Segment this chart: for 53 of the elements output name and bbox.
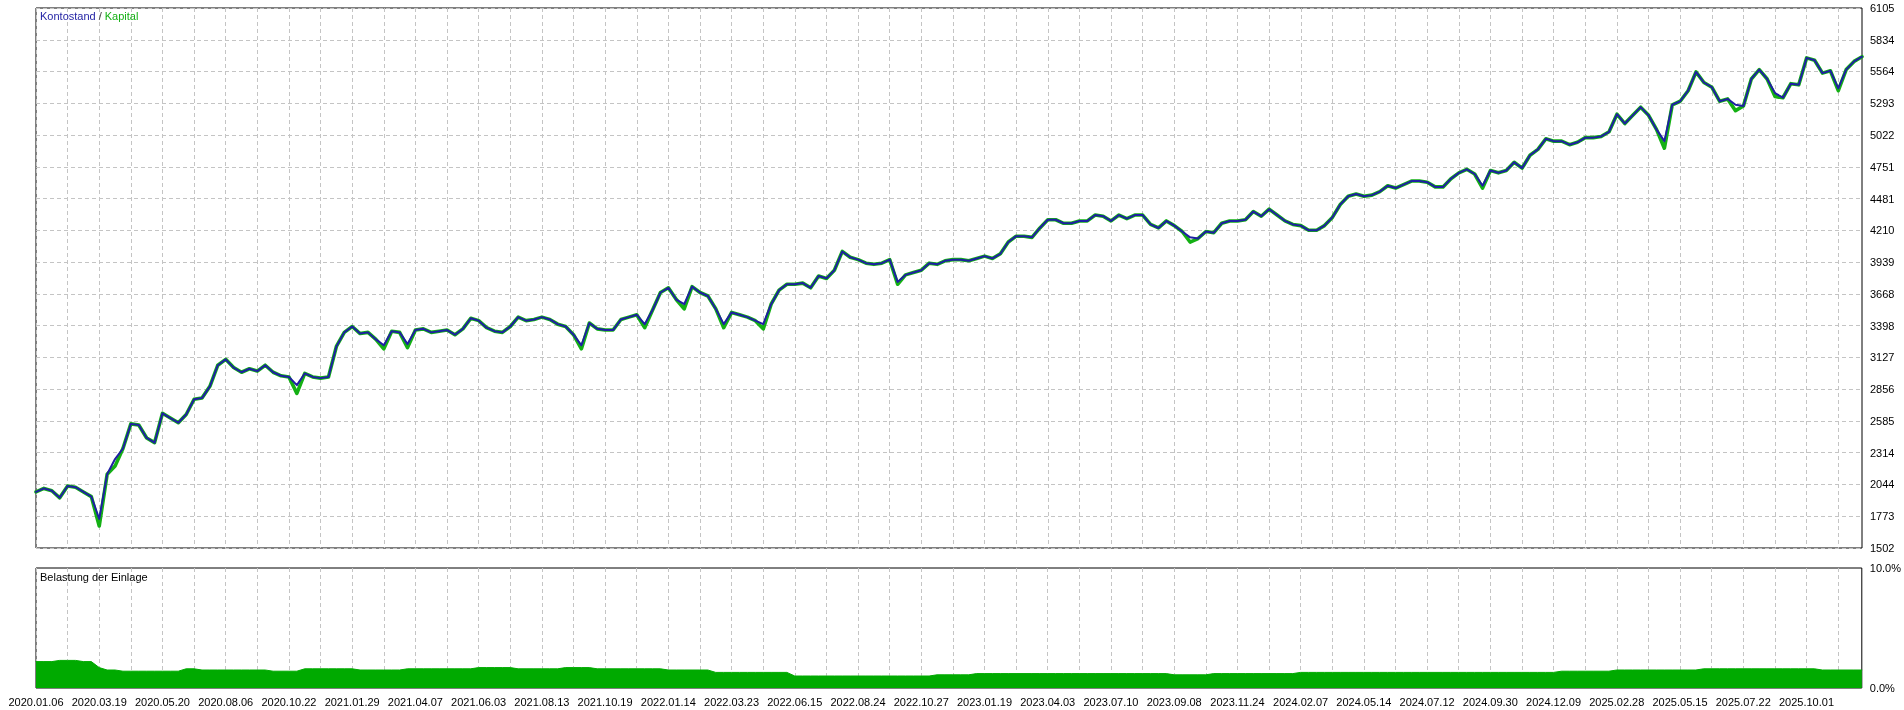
x-tick-label: 2023.09.08 [1146, 695, 1202, 708]
x-tick-label: 2021.10.19 [577, 695, 633, 708]
y-tick-label: 1502 [1870, 542, 1895, 554]
text: Kontostand [40, 10, 96, 22]
x-tick-label: 2020.05.20 [134, 695, 190, 708]
text: Kapital [104, 10, 139, 22]
y-tick-label: 3127 [1870, 351, 1895, 364]
x-tick-label: 2022.01.14 [640, 695, 696, 708]
x-tick-label: 2024.12.09 [1526, 695, 1582, 708]
y-tick-label: 3939 [1870, 256, 1895, 269]
x-tick-label: 2025.10.01 [1778, 695, 1835, 708]
y-tick-label: 5022 [1870, 129, 1895, 142]
y-tick-label: 5564 [1870, 65, 1895, 78]
x-tick-label: 2025.02.28 [1589, 695, 1645, 708]
x-tick-label: 2024.05.14 [1336, 695, 1392, 708]
x-tick-label: 2020.03.19 [71, 695, 127, 708]
x-tick-label: 2024.09.30 [1462, 695, 1518, 708]
y-tick-label: 2044 [1870, 478, 1895, 491]
x-tick-label: 2022.10.27 [893, 695, 949, 708]
x-tick-label: 2021.06.03 [451, 695, 507, 708]
y-tick-label: 10.0% [1869, 562, 1902, 574]
y-tick-label: 4210 [1870, 224, 1895, 237]
y-tick-label: 2314 [1870, 446, 1895, 459]
y-tick-label: 5834 [1870, 33, 1895, 46]
y-tick-label: 1773 [1870, 510, 1895, 523]
x-tick-label: 2023.11.24 [1210, 695, 1265, 708]
x-tick-label: 2025.05.15 [1652, 695, 1708, 708]
y-tick-label: 3668 [1870, 287, 1895, 300]
x-tick-label: 2022.08.24 [830, 695, 886, 708]
x-tick-label: 2024.02.07 [1273, 695, 1329, 708]
chart-title: Belastung der Einlage [40, 570, 148, 583]
y-tick-label: 5293 [1870, 97, 1895, 110]
y-tick-label: 2585 [1870, 414, 1895, 427]
y-tick-label: 6105 [1870, 2, 1895, 14]
y-tick-label: 3398 [1870, 319, 1895, 332]
x-tick-label: 2025.07.22 [1715, 695, 1771, 708]
x-tick-label: 2023.07.10 [1083, 695, 1139, 708]
x-tick-label: 2022.03.23 [704, 695, 760, 708]
x-tick-label: 2023.04.03 [1020, 695, 1076, 708]
x-tick-label: 2023.01.19 [956, 695, 1012, 708]
y-tick-label: 4751 [1870, 160, 1895, 173]
annotation: / [97, 10, 103, 22]
x-tick-label: 2021.04.07 [387, 695, 443, 708]
y-tick-label: 4481 [1870, 192, 1895, 205]
x-tick-label: 2024.07.12 [1399, 695, 1455, 708]
x-tick-label: 2021.01.29 [324, 695, 380, 708]
x-tick-label: 2020.10.22 [261, 695, 317, 708]
x-tick-label: 2020.01.06 [8, 695, 64, 708]
x-tick-label: 2020.08.06 [198, 695, 254, 708]
x-tick-label: 2021.08.13 [514, 695, 570, 708]
y-tick-label: 0.0% [1869, 682, 1896, 694]
x-tick-label: 2022.06.15 [767, 695, 823, 708]
y-tick-label: 2856 [1870, 383, 1895, 396]
